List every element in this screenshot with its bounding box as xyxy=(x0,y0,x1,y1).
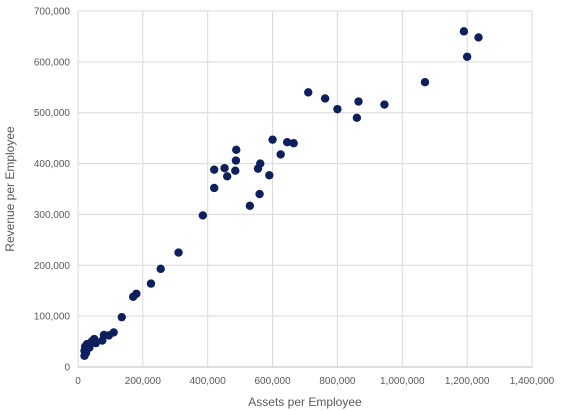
data-point xyxy=(231,166,240,175)
y-tick-label: 400,000 xyxy=(34,159,71,170)
x-tick-label: 0 xyxy=(75,376,81,387)
data-point xyxy=(231,156,241,165)
data-point xyxy=(282,138,292,147)
y-axis-title: Revenue per Employee xyxy=(3,126,17,252)
data-point xyxy=(459,27,469,36)
y-tick-label: 100,000 xyxy=(34,312,71,323)
x-tick-label: 600,000 xyxy=(254,376,291,387)
gridlines xyxy=(77,10,533,367)
data-point xyxy=(420,78,430,87)
data-point xyxy=(268,135,277,144)
data-point xyxy=(132,289,141,298)
data-point xyxy=(256,159,265,168)
y-tick-label: 600,000 xyxy=(34,57,71,68)
data-point xyxy=(380,100,389,109)
data-point xyxy=(255,189,264,199)
x-tick-label: 1,200,000 xyxy=(445,376,490,387)
data-point xyxy=(232,145,241,155)
data-point xyxy=(117,312,126,322)
x-tick-label: 400,000 xyxy=(190,376,227,387)
data-point xyxy=(146,279,156,288)
data-point xyxy=(289,139,298,148)
data-point xyxy=(265,171,274,180)
data-points xyxy=(80,27,483,361)
y-tick-label: 700,000 xyxy=(34,7,71,18)
data-point xyxy=(198,211,208,220)
x-tick-label: 1,000,000 xyxy=(380,376,425,387)
x-axis-title: Assets per Employee xyxy=(248,395,362,409)
y-tick-label: 200,000 xyxy=(34,261,71,272)
data-point xyxy=(174,248,183,257)
data-point xyxy=(156,264,165,274)
y-axis-ticks: 0 100,000 200,000 300,000 400,000 500,000 600,… xyxy=(34,7,71,374)
data-point xyxy=(320,94,330,103)
data-point xyxy=(91,338,101,348)
data-point xyxy=(276,150,285,159)
data-point xyxy=(462,52,472,61)
data-point xyxy=(109,328,118,337)
data-point xyxy=(474,33,483,42)
data-point xyxy=(220,163,229,173)
data-point xyxy=(333,104,342,114)
data-point xyxy=(354,97,363,106)
data-point xyxy=(352,113,362,123)
data-point xyxy=(222,172,232,181)
data-point xyxy=(210,183,219,193)
data-point xyxy=(304,88,313,97)
x-tick-label: 800,000 xyxy=(319,376,356,387)
x-tick-label: 200,000 xyxy=(125,376,162,387)
x-axis-ticks: 0 200,000 400,000 600,000 800,000 1,000,000 1,… xyxy=(75,376,554,387)
x-tick-label: 1,400,000 xyxy=(510,376,555,387)
y-tick-label: 500,000 xyxy=(34,108,71,119)
data-point xyxy=(245,201,255,210)
data-point xyxy=(210,165,219,174)
y-tick-label: 0 xyxy=(64,363,70,374)
y-tick-label: 300,000 xyxy=(34,210,71,221)
